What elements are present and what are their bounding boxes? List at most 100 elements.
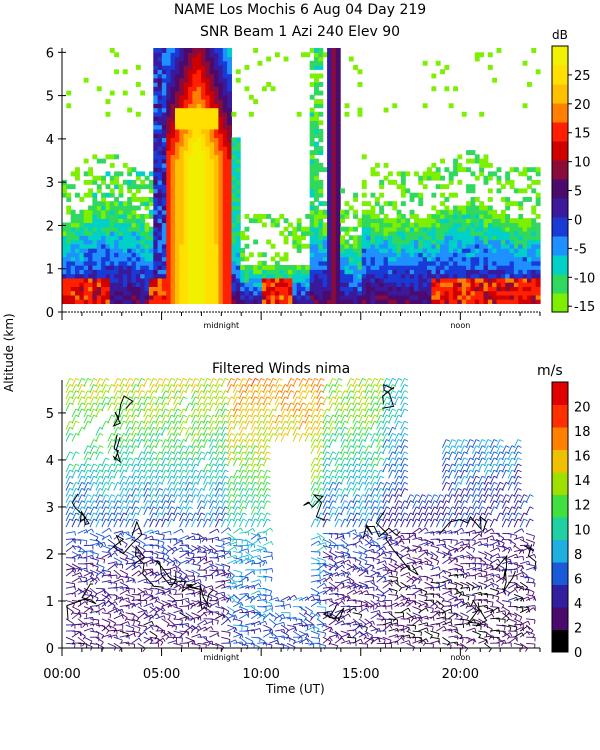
- snr-cell: [170, 222, 176, 228]
- snr-cell: [196, 82, 202, 87]
- snr-cell: [214, 282, 219, 287]
- snr-cell: [201, 209, 206, 215]
- snr-cell: [235, 269, 241, 275]
- snr-cell: [170, 128, 176, 134]
- snr-cell: [231, 150, 237, 155]
- snr-cell: [183, 265, 189, 270]
- wind-barb-flag: [69, 384, 74, 387]
- wind-barb: [125, 378, 130, 387]
- wind-barb: [101, 527, 110, 534]
- snr-cell: [83, 294, 89, 300]
- wind-barb: [95, 384, 101, 393]
- wind-barb-flag: [160, 642, 164, 646]
- snr-cell: [209, 73, 215, 79]
- snr-cell: [183, 273, 189, 279]
- wind-barb: [95, 469, 101, 479]
- snr-cell: [474, 243, 480, 249]
- snr-cell: [83, 273, 89, 279]
- snr-cell: [135, 299, 141, 304]
- wind-barb: [71, 488, 77, 497]
- snr-cell: [396, 184, 402, 190]
- wind-barb: [77, 518, 83, 528]
- snr-cell: [331, 265, 337, 270]
- wind-barb-flag: [171, 432, 176, 436]
- wind-barb-flag: [141, 463, 146, 467]
- snr-cell: [148, 197, 154, 202]
- snr-cell: [227, 256, 232, 262]
- snr-cell: [166, 99, 172, 104]
- snr-cell: [366, 269, 372, 275]
- snr-cell: [188, 133, 193, 138]
- snr-cell: [231, 137, 237, 143]
- wind-barb: [89, 378, 95, 387]
- wind-barb: [173, 469, 178, 479]
- snr-cell: [70, 294, 76, 300]
- snr-cell: [327, 243, 332, 249]
- wind-barb: [137, 421, 142, 430]
- snr-cell: [496, 243, 502, 249]
- wind-barb-flag: [153, 384, 158, 387]
- snr-cell: [327, 273, 332, 279]
- snr-cell: [453, 286, 458, 292]
- snr-cell: [266, 214, 272, 219]
- snr-cell: [335, 179, 341, 185]
- wind-barb-flag: [69, 506, 74, 510]
- wind-barb-flag: [153, 432, 158, 436]
- snr-cell: [453, 231, 458, 236]
- snr-cell: [296, 294, 302, 300]
- snr-cell: [166, 260, 172, 266]
- snr-cell: [327, 77, 332, 83]
- wind-barb: [155, 637, 164, 644]
- snr-cell: [470, 273, 476, 279]
- snr-cell: [140, 277, 146, 283]
- snr-cell: [196, 120, 202, 126]
- snr-cell: [370, 214, 376, 219]
- wind-barb-flag: [118, 647, 122, 652]
- snr-cell: [492, 231, 498, 236]
- snr-cell: [157, 141, 163, 147]
- wind-barb-flag: [99, 445, 104, 448]
- wind-barb: [95, 445, 101, 454]
- snr-cell: [179, 299, 185, 304]
- snr-cell: [470, 290, 476, 296]
- snr-cell: [188, 137, 193, 143]
- wind-barb-flag: [105, 512, 110, 516]
- snr-cell: [305, 231, 311, 236]
- snr-cell: [66, 299, 72, 304]
- snr-cell: [148, 184, 154, 190]
- snr-cell: [535, 167, 541, 173]
- wind-barb: [107, 476, 113, 485]
- snr-cell: [509, 226, 515, 232]
- snr-cell: [214, 188, 219, 194]
- snr-cell: [192, 65, 198, 70]
- snr-cell: [188, 235, 193, 241]
- snr-cell: [392, 218, 398, 224]
- snr-cell: [235, 256, 241, 262]
- snr-cell: [314, 65, 319, 70]
- snr-cell: [409, 290, 415, 296]
- snr-cell: [440, 260, 445, 266]
- snr-cell: [222, 197, 228, 202]
- snr-cell: [409, 222, 415, 228]
- snr-cell: [331, 48, 337, 53]
- snr-cell: [114, 239, 119, 245]
- wind-barb-flag: [175, 601, 177, 606]
- wind-barb-flag: [165, 512, 170, 516]
- snr-cell: [374, 231, 380, 236]
- snr-cell: [105, 209, 111, 215]
- snr-cell: [75, 277, 80, 283]
- wind-barb: [155, 506, 160, 516]
- wind-barb-flag: [72, 640, 75, 645]
- snr-cell: [505, 179, 511, 185]
- snr-cell: [153, 205, 159, 211]
- wind-barb-flag: [147, 396, 152, 400]
- wind-barb: [125, 494, 130, 503]
- wind-barb-flag: [75, 451, 80, 455]
- wind-barb: [149, 606, 157, 614]
- snr-cell: [422, 290, 428, 296]
- snr-cell: [435, 239, 441, 245]
- snr-colorbar-tick-label: 10: [574, 156, 591, 171]
- snr-cell: [444, 286, 450, 292]
- snr-cell: [296, 222, 302, 228]
- snr-cell: [513, 226, 519, 232]
